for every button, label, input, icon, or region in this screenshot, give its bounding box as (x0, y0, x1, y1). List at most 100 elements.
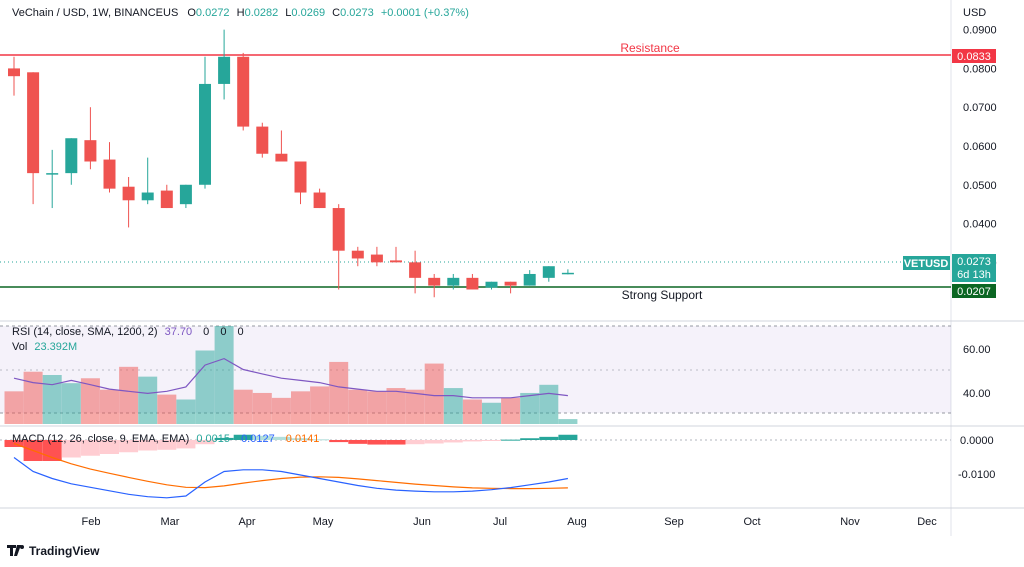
macd-histogram-bar (271, 436, 291, 440)
volume-bar (482, 402, 501, 424)
candle-body (332, 208, 345, 251)
rsi-line (13, 357, 568, 399)
resistance-price-box (952, 49, 996, 63)
macd-histogram-bar (310, 439, 330, 441)
candle-body (27, 72, 40, 174)
volume-bars (4, 326, 578, 424)
rsi-legend[interactable]: RSI (14, close, SMA, 1200, 2) 37.70 0 0 … (12, 326, 250, 338)
candle-body (523, 273, 536, 286)
candle-body (504, 281, 517, 286)
volume-bar (558, 419, 578, 424)
volume-bar (329, 361, 349, 424)
candle-body (218, 56, 231, 84)
rsi-legend-extra3: 0 (237, 326, 244, 338)
macd-histogram-bar (252, 435, 272, 440)
macd-histogram-bar (61, 440, 81, 458)
volume-bar (539, 384, 559, 424)
rsi-legend-extra2: 0 (220, 326, 227, 338)
macd-histogram-bar (539, 436, 559, 440)
time-axis-label: Jul (493, 516, 507, 528)
ohlc-close: C0.0273 (332, 7, 374, 19)
ohlc-open: O0.0272 (187, 7, 229, 19)
volume-bar (23, 371, 43, 424)
volume-bar (42, 375, 62, 424)
candle-body (485, 281, 498, 288)
time-axis-label: Sep (664, 516, 684, 528)
volume-bar (501, 397, 521, 424)
vol-legend[interactable]: Vol 23.392M (12, 341, 83, 353)
time-axis-label: May (313, 516, 334, 528)
symbol-legend: VeChain / USD, 1W, BINANCEUS O0.0272 H0.… (12, 7, 475, 19)
high-value: 0.0282 (244, 7, 279, 19)
tradingview-logo-icon (7, 545, 24, 556)
macd-histogram-bar (348, 440, 368, 444)
volume-bar (195, 350, 215, 424)
candle-body (294, 161, 307, 193)
volume-bar (80, 378, 100, 424)
last-price-box (952, 254, 996, 282)
volume-bar (424, 363, 444, 424)
candle-body (428, 277, 441, 286)
time-axis[interactable]: Feb Mar Apr May Jun Jul Aug Sep Oct Nov Dec (82, 516, 938, 528)
volume-bar (176, 399, 196, 424)
macd-histogram (4, 434, 578, 461)
macd-axis-tick-0: 0.0000 (960, 435, 994, 447)
rsi-axis-tick-60: 60.00 (963, 344, 991, 356)
support-label: Strong Support (622, 288, 703, 302)
volume-bar (348, 389, 368, 424)
price-axis-tick: 0.0800 (963, 63, 997, 75)
volume-bar (367, 391, 387, 424)
macd-histogram-bar (176, 440, 196, 449)
macd-legend-title: MACD (12, 26, close, 9, EMA, EMA) (12, 433, 190, 445)
change-value: +0.0001 (+0.37%) (380, 7, 469, 19)
volume-bar (291, 391, 310, 424)
volume-bar (119, 366, 139, 424)
macd-histogram-bar (367, 440, 387, 445)
support-price-box (952, 284, 996, 298)
macd-histogram-bar (386, 440, 406, 445)
macd-legend[interactable]: MACD (12, 26, close, 9, EMA, EMA) 0.0015… (12, 433, 325, 445)
macd-histogram-bar (501, 439, 521, 441)
candle-body (122, 186, 135, 201)
macd-histogram-bar (80, 440, 100, 456)
price-axis-tick: 0.0700 (963, 102, 997, 114)
candle-body (409, 262, 422, 278)
macd-histogram-bar (214, 437, 234, 440)
resistance-label: Resistance (620, 41, 680, 55)
candle-body (179, 184, 192, 205)
candle-body (351, 250, 364, 259)
volume-bar (252, 392, 272, 424)
volume-bar (4, 391, 24, 424)
volume-bar (443, 388, 463, 424)
resistance-price-value: 0.0833 (957, 51, 991, 63)
macd-histogram-bar (558, 434, 578, 440)
candle-body (390, 260, 402, 263)
candle-body (8, 68, 20, 77)
volume-bar (100, 389, 119, 424)
time-axis-label: Oct (743, 516, 760, 528)
last-price-countdown: 6d 13h (957, 269, 991, 281)
macd-legend-v1: 0.0015 (196, 433, 230, 445)
candle-body (542, 266, 555, 278)
low-label: L (285, 7, 292, 19)
time-axis-label: Apr (238, 516, 255, 528)
candle-body (447, 277, 460, 286)
macd-histogram-bar (157, 440, 177, 450)
time-axis-label: Nov (840, 516, 860, 528)
candle-body (561, 272, 574, 275)
volume-bar (157, 394, 177, 424)
candle-body (237, 56, 250, 127)
vol-legend-title: Vol (12, 341, 28, 353)
candle-body (65, 138, 78, 174)
macd-histogram-bar (329, 440, 349, 443)
open-value: 0.0272 (195, 7, 230, 19)
candle-body (141, 192, 154, 201)
time-axis-label: Dec (917, 516, 937, 528)
support-price-value: 0.0207 (957, 286, 991, 298)
macd-histogram-bar (291, 438, 310, 440)
symbol-title[interactable]: VeChain / USD, 1W, BINANCEUS (12, 7, 179, 19)
macd-histogram-bar (462, 440, 482, 442)
candle-body (103, 159, 116, 189)
volume-bar (310, 386, 330, 424)
